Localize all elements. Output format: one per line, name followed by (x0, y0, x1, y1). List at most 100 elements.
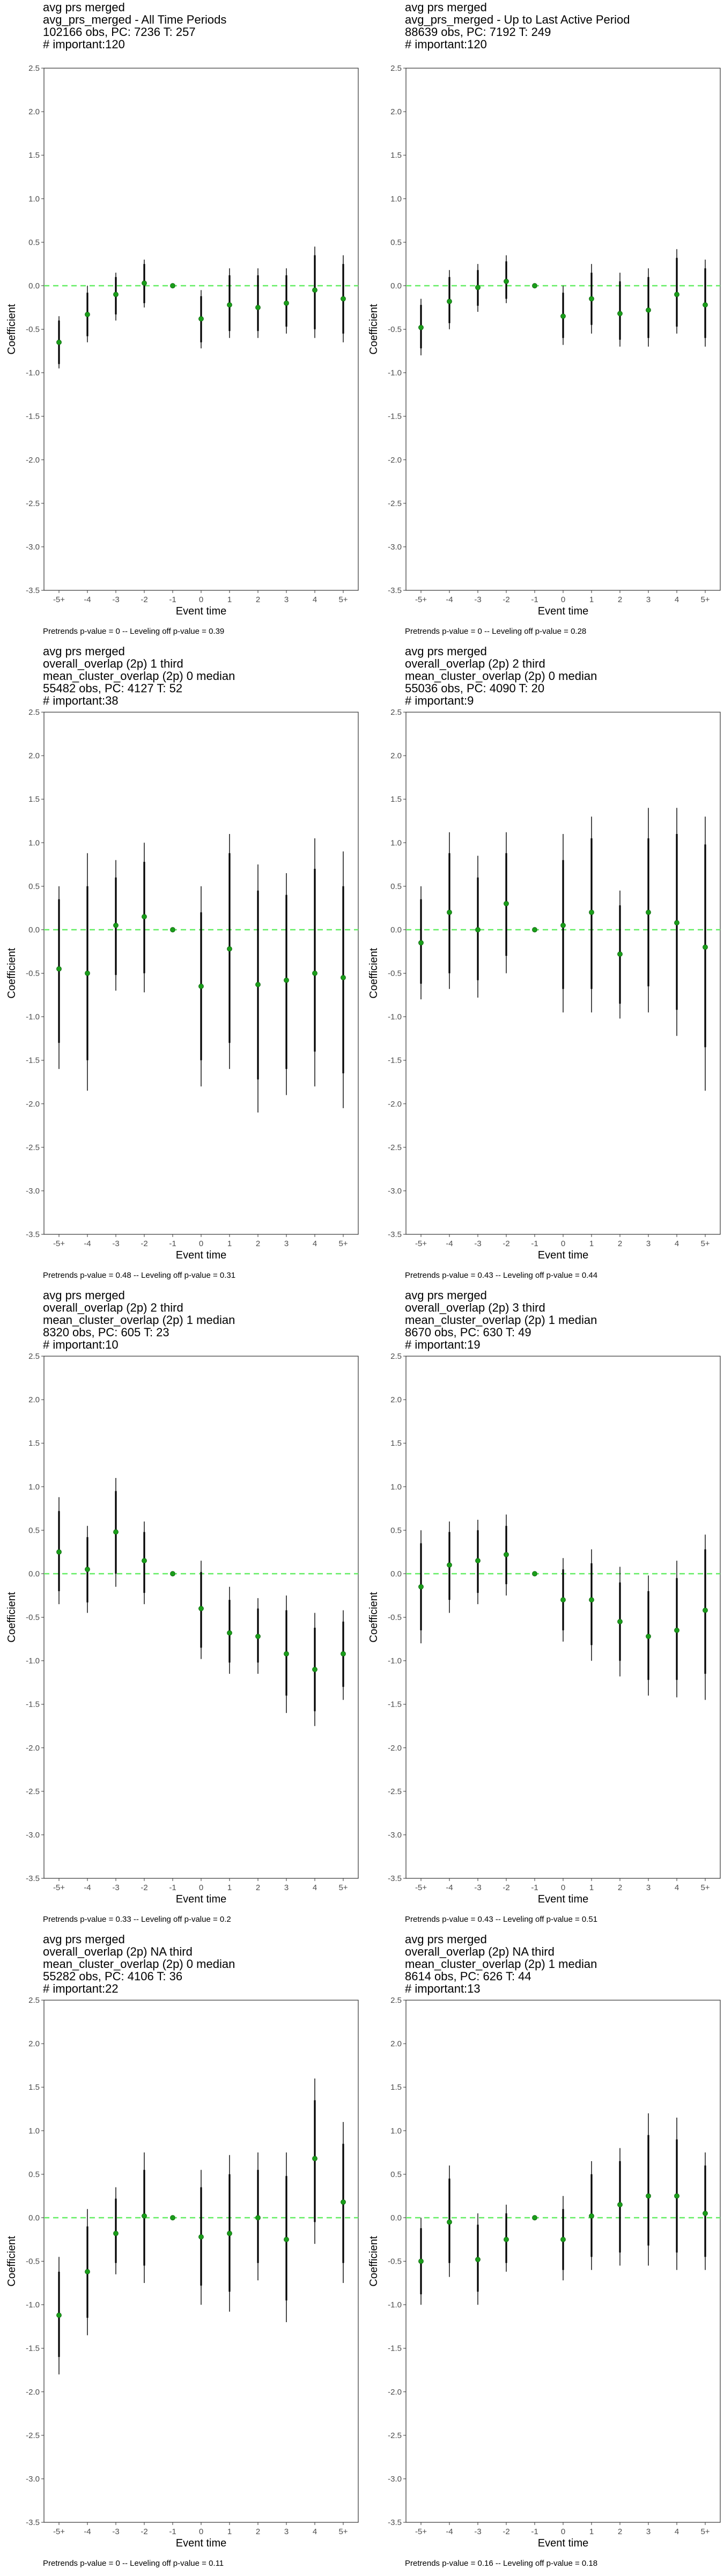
y-tick-label: -2.5 (388, 499, 402, 508)
y-axis-label: Coefficient (6, 948, 18, 999)
data-point (617, 1619, 623, 1624)
chart-title: avg prs merged overall_overlap (2p) 3 thi… (405, 1289, 597, 1351)
x-tick-label: 4 (675, 595, 679, 604)
x-tick-label: -5+ (53, 2527, 65, 2536)
x-tick-label: -2 (141, 1239, 147, 1248)
x-tick-label: 4 (313, 1239, 317, 1248)
y-tick-label: 0.0 (390, 2213, 402, 2222)
data-point (113, 291, 119, 297)
y-tick-label: 2.5 (390, 64, 402, 73)
y-tick-label: 2.5 (390, 1996, 402, 2005)
chart-plot: -3.5 -3.0 -2.5 -2.0 -1.5 -1.0 -0.5 0.0 0.5 1.0 1.5… (6, 1996, 359, 2549)
x-tick-label: 5+ (338, 595, 348, 604)
y-tick-label: 0.0 (28, 1569, 40, 1578)
x-tick-label: -5+ (53, 1883, 65, 1892)
chart-title-line: overall_overlap (2p) 1 third (43, 657, 183, 670)
x-tick-label: 4 (675, 1239, 679, 1248)
y-tick-label: 1.5 (28, 1439, 40, 1448)
chart-title-line: avg prs merged (405, 1933, 487, 1946)
data-point (170, 283, 175, 289)
y-tick-label: -2.5 (26, 499, 40, 508)
chart-title-line: mean_cluster_overlap (2p) 1 median (405, 1957, 597, 1971)
y-tick-label: 2.5 (390, 1352, 402, 1361)
y-tick-label: 1.5 (390, 151, 402, 160)
data-point (617, 951, 623, 957)
data-point (341, 296, 346, 302)
y-tick-label: -2.5 (388, 1143, 402, 1152)
x-tick-label: -2 (503, 1239, 509, 1248)
x-tick-label: -3 (112, 595, 119, 604)
y-tick-label: 1.0 (28, 838, 40, 847)
x-tick-label: 0 (199, 1239, 203, 1248)
y-tick-label: -3.0 (388, 1187, 402, 1196)
x-tick-label: 5+ (700, 2527, 710, 2536)
x-tick-label: -4 (446, 2527, 453, 2536)
chart-title-line: avg prs merged (405, 1, 487, 14)
x-tick-label: 4 (313, 2527, 317, 2536)
data-point (447, 2219, 452, 2225)
x-tick-label: 1 (589, 595, 594, 604)
y-tick-label: 2.0 (28, 1395, 40, 1404)
data-point (504, 901, 509, 906)
data-point (312, 287, 317, 293)
data-point (312, 2156, 317, 2162)
x-tick-label: 0 (199, 595, 203, 604)
y-tick-label: 1.5 (390, 1439, 402, 1448)
x-tick-label: -4 (84, 1239, 91, 1248)
x-axis-label: Event time (538, 2537, 588, 2549)
data-point (504, 2237, 509, 2242)
y-tick-label: -2.0 (388, 1744, 402, 1753)
data-point (284, 1651, 289, 1657)
data-point (56, 966, 62, 972)
data-point (198, 983, 204, 989)
y-tick-label: 2.0 (390, 2039, 402, 2048)
data-point (113, 923, 119, 928)
y-tick-label: 0.5 (390, 882, 402, 891)
data-point (447, 298, 452, 304)
data-point (447, 910, 452, 915)
x-tick-label: 2 (256, 1239, 260, 1248)
data-point (312, 970, 317, 976)
chart-title-line: 8670 obs, PC: 630 T: 49 (405, 1326, 531, 1339)
data-point (475, 2257, 481, 2263)
y-axis-label: Coefficient (6, 1592, 18, 1643)
y-tick-label: 1.0 (390, 1482, 402, 1491)
y-tick-label: -0.5 (26, 969, 40, 978)
data-point (85, 2269, 90, 2274)
x-tick-label: 5+ (338, 2527, 348, 2536)
x-tick-label: 4 (313, 595, 317, 604)
x-tick-label: -2 (141, 1883, 147, 1892)
data-point (617, 2202, 623, 2207)
x-tick-label: 1 (227, 1239, 232, 1248)
x-axis-label: Event time (176, 2537, 226, 2549)
data-point (447, 1562, 452, 1568)
p-value-footer: Pretrends p-value = 0 -- Leveling off p-… (405, 627, 587, 636)
y-axis-label: Coefficient (368, 948, 380, 999)
chart-panel: avg prs merged overall_overlap (2p) 3 thi… (362, 1288, 724, 1932)
x-tick-label: 0 (561, 1239, 565, 1248)
data-point (560, 313, 566, 319)
data-point (284, 2237, 289, 2242)
chart-plot: -3.5 -3.0 -2.5 -2.0 -1.5 -1.0 -0.5 0.0 0.5 1.0 1.5… (6, 1352, 359, 1905)
chart-title-line: 55036 obs, PC: 4090 T: 20 (405, 682, 545, 695)
data-point (113, 2230, 119, 2236)
x-tick-label: -1 (531, 595, 538, 604)
x-tick-label: -5+ (415, 595, 427, 604)
chart-title-line: 8614 obs, PC: 626 T: 44 (405, 1970, 531, 1983)
y-tick-label: 0.0 (390, 1569, 402, 1578)
x-tick-label: -1 (169, 595, 176, 604)
y-axis-label: Coefficient (6, 304, 18, 355)
x-tick-label: -2 (503, 2527, 509, 2536)
y-tick-label: -0.5 (388, 2257, 402, 2266)
x-tick-label: -3 (474, 1239, 481, 1248)
x-tick-label: -1 (531, 1883, 538, 1892)
y-tick-label: -1.0 (388, 369, 402, 378)
chart-title-line: # important:19 (405, 1338, 481, 1351)
chart-plot: -3.5 -3.0 -2.5 -2.0 -1.5 -1.0 -0.5 0.0 0.5 1.0 1.5… (6, 64, 359, 617)
data-point (560, 923, 566, 928)
chart-title-line: mean_cluster_overlap (2p) 1 median (43, 1313, 235, 1327)
y-tick-label: -2.5 (26, 2431, 40, 2440)
x-tick-label: -3 (474, 1883, 481, 1892)
x-axis-label: Event time (176, 1249, 226, 1261)
y-tick-label: -3.0 (388, 1831, 402, 1840)
